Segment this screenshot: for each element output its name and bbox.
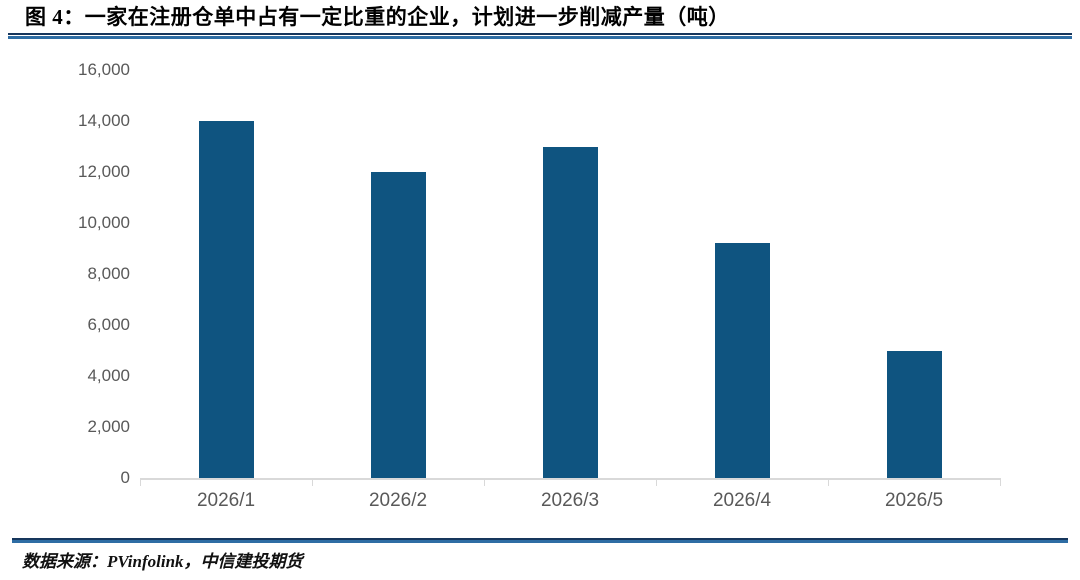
- bar: [714, 243, 770, 478]
- title-divider-dark-line: [8, 33, 1072, 35]
- title-divider-light-line: [8, 36, 1072, 39]
- y-axis-label: 8,000: [87, 264, 130, 283]
- x-axis-label: 2026/1: [196, 490, 256, 511]
- x-axis-tick: [656, 478, 657, 486]
- footer-divider-light-line: [12, 540, 1068, 543]
- x-axis-label: 2026/3: [540, 490, 600, 511]
- y-axis-label: 0: [120, 468, 130, 487]
- x-axis-tick: [312, 478, 313, 486]
- y-axis-label: 4,000: [87, 366, 130, 385]
- data-source-note: 数据来源：PVinfolink，中信建投期货: [22, 552, 303, 571]
- bar: [542, 146, 598, 478]
- x-axis-tick: [828, 478, 829, 486]
- y-axis-label: 14,000: [78, 111, 130, 130]
- x-axis-tick: [140, 478, 141, 486]
- x-axis-line: [140, 478, 1000, 480]
- title-divider-gap: [8, 35, 1072, 36]
- y-axis-label: 12,000: [78, 162, 130, 181]
- bar: [198, 121, 254, 478]
- x-axis-tick: [484, 478, 485, 486]
- y-axis-label: 10,000: [78, 213, 130, 232]
- y-axis-label: 6,000: [87, 315, 130, 334]
- y-axis-label: 2,000: [87, 417, 130, 436]
- x-axis-tick: [1000, 478, 1001, 486]
- title-divider: [8, 33, 1072, 39]
- x-axis-label: 2026/2: [368, 490, 428, 511]
- footer-divider: [12, 538, 1068, 543]
- bar: [370, 172, 426, 478]
- footer-divider-dark-line: [12, 538, 1068, 540]
- y-axis-label: 16,000: [78, 60, 130, 79]
- x-axis-label: 2026/5: [884, 490, 944, 511]
- x-axis-label: 2026/4: [712, 490, 772, 511]
- chart-title: 图 4：一家在注册仓单中占有一定比重的企业，计划进一步削减产量（吨）: [25, 5, 730, 29]
- bar: [886, 350, 942, 478]
